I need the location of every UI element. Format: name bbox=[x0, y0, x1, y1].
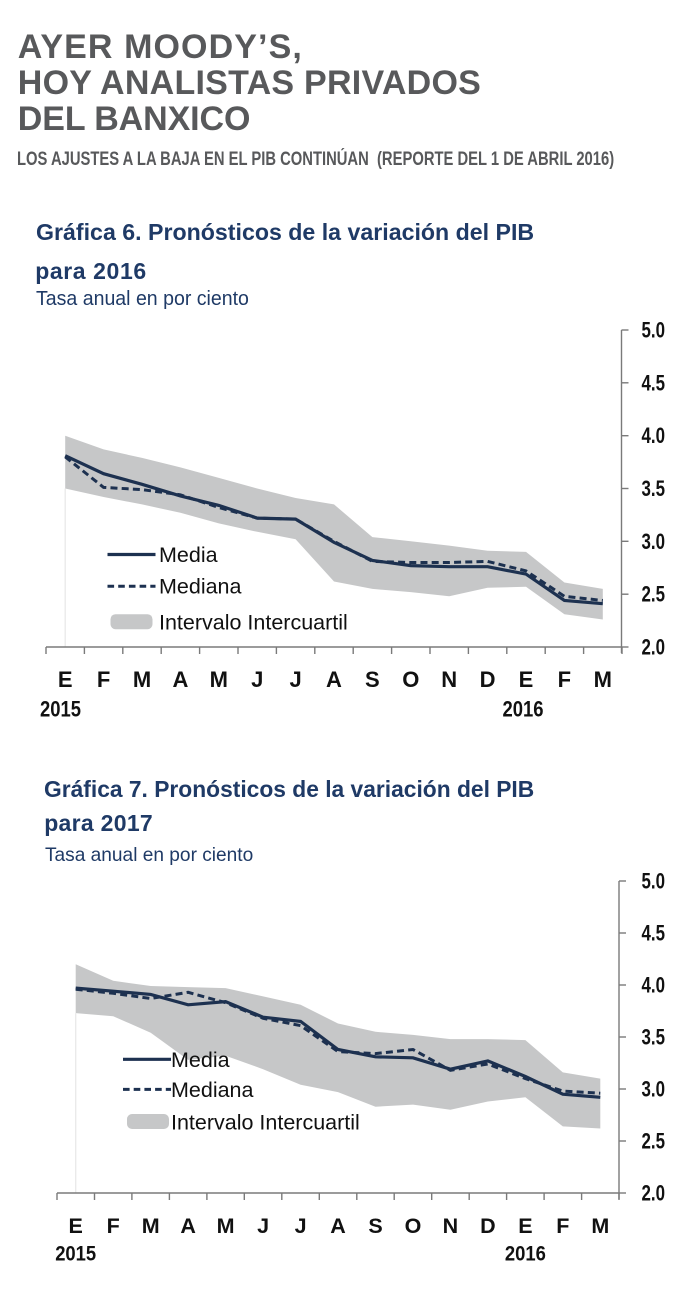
svg-text:M: M bbox=[217, 1214, 235, 1238]
svg-text:F: F bbox=[97, 667, 110, 692]
svg-text:M: M bbox=[210, 667, 228, 692]
svg-text:4.5: 4.5 bbox=[642, 370, 666, 395]
svg-text:2016: 2016 bbox=[503, 697, 544, 722]
svg-text:M: M bbox=[594, 667, 612, 692]
svg-text:Media: Media bbox=[159, 543, 218, 567]
svg-text:3.5: 3.5 bbox=[642, 1025, 666, 1050]
svg-text:3.5: 3.5 bbox=[642, 476, 666, 501]
svg-text:D: D bbox=[480, 1214, 496, 1238]
svg-text:N: N bbox=[441, 667, 457, 692]
svg-text:A: A bbox=[330, 1214, 346, 1238]
svg-text:2016: 2016 bbox=[505, 1242, 546, 1266]
svg-text:4.0: 4.0 bbox=[642, 973, 666, 998]
svg-text:E: E bbox=[58, 667, 73, 692]
svg-text:M: M bbox=[133, 667, 151, 692]
svg-text:Intervalo Intercuartil: Intervalo Intercuartil bbox=[171, 1110, 360, 1134]
svg-text:2.5: 2.5 bbox=[642, 582, 666, 607]
svg-text:E: E bbox=[69, 1214, 83, 1238]
svg-text:3.0: 3.0 bbox=[642, 529, 666, 554]
svg-text:2.0: 2.0 bbox=[642, 635, 666, 660]
svg-text:5.0: 5.0 bbox=[642, 318, 666, 343]
svg-text:D: D bbox=[480, 667, 496, 692]
svg-text:Mediana: Mediana bbox=[159, 575, 242, 599]
svg-text:2.0: 2.0 bbox=[642, 1181, 666, 1206]
svg-text:S: S bbox=[368, 1214, 382, 1238]
svg-text:M: M bbox=[591, 1214, 609, 1238]
svg-text:E: E bbox=[518, 1214, 532, 1238]
svg-text:J: J bbox=[257, 1214, 269, 1238]
svg-text:A: A bbox=[180, 1214, 196, 1238]
svg-text:4.0: 4.0 bbox=[642, 423, 666, 448]
svg-text:O: O bbox=[405, 1214, 422, 1238]
svg-text:N: N bbox=[443, 1214, 459, 1238]
svg-text:2.5: 2.5 bbox=[642, 1129, 666, 1154]
svg-text:3.0: 3.0 bbox=[642, 1077, 666, 1102]
svg-text:A: A bbox=[326, 667, 342, 692]
svg-text:5.0: 5.0 bbox=[642, 869, 666, 894]
svg-text:M: M bbox=[142, 1214, 160, 1238]
svg-text:Mediana: Mediana bbox=[171, 1078, 254, 1102]
svg-text:O: O bbox=[402, 667, 419, 692]
svg-text:Intervalo Intercuartil: Intervalo Intercuartil bbox=[159, 611, 348, 635]
svg-text:F: F bbox=[556, 1214, 569, 1238]
svg-text:J: J bbox=[289, 667, 301, 692]
svg-text:E: E bbox=[519, 667, 534, 692]
svg-text:S: S bbox=[365, 667, 380, 692]
svg-text:Media: Media bbox=[171, 1048, 230, 1072]
svg-text:J: J bbox=[295, 1214, 307, 1238]
svg-text:J: J bbox=[251, 667, 263, 692]
svg-text:2015: 2015 bbox=[55, 1242, 96, 1266]
svg-text:F: F bbox=[107, 1214, 120, 1238]
svg-text:4.5: 4.5 bbox=[642, 921, 666, 946]
svg-text:A: A bbox=[172, 667, 188, 692]
svg-text:2015: 2015 bbox=[40, 697, 81, 722]
svg-text:F: F bbox=[558, 667, 571, 692]
